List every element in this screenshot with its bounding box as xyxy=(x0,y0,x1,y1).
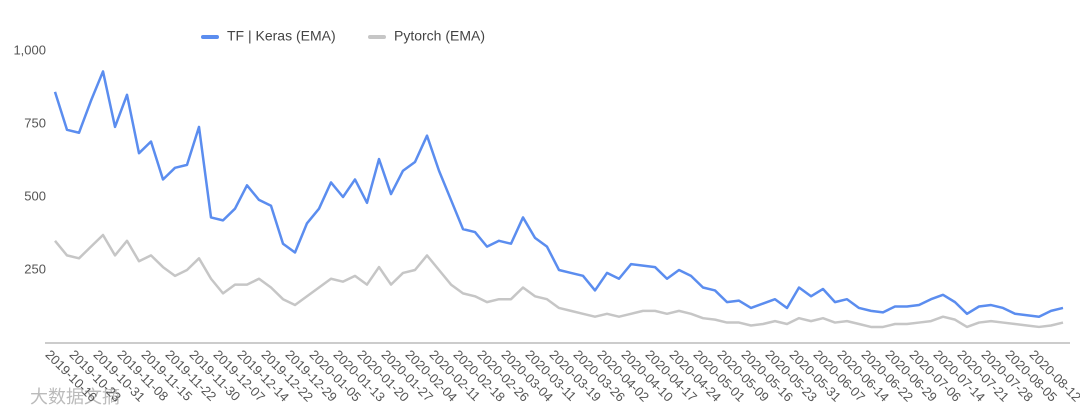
y-tick-label: 500 xyxy=(24,188,46,203)
y-tick-label: 250 xyxy=(24,261,46,276)
watermark: 大数据文摘 xyxy=(30,387,120,407)
series-line xyxy=(54,233,1064,329)
legend-label: Pytorch (EMA) xyxy=(394,28,485,44)
y-tick-label: 750 xyxy=(24,115,46,130)
y-tick-label: 1,000 xyxy=(13,42,46,57)
legend-label: TF | Keras (EMA) xyxy=(227,28,336,44)
series-line xyxy=(53,70,1064,318)
